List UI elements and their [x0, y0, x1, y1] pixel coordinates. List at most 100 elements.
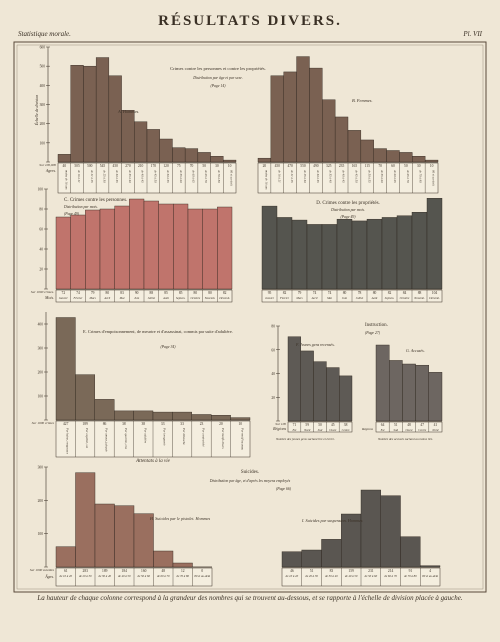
chart-E-y-tick-label: 200 [38, 371, 44, 375]
chart-D-title: D. Crimes contre les propriétés. [316, 201, 380, 206]
chart-G-category-label: Sud [394, 428, 399, 432]
chart-I-category-label: 80 et au-delà [422, 574, 438, 578]
chart-D-data-label: 80 [343, 291, 347, 295]
chart-A-data-label: 170 [151, 164, 157, 168]
chart-C-category-label: Août [162, 296, 169, 300]
chart-G-note: Nombre des accusés sachant au moins lire… [377, 437, 433, 441]
chart-F-bar [326, 367, 340, 422]
chart-B-bar [296, 56, 310, 163]
chart-B-bar [283, 71, 297, 163]
chart-B-bar [347, 130, 362, 163]
chart-B-data-label: 70 [378, 164, 382, 168]
chart-F-category-label: Centre [342, 428, 351, 432]
chart-A-data-label: 50 [202, 164, 206, 168]
chart-B-bar [360, 139, 374, 163]
chart-E-data-label: 86 [103, 422, 107, 426]
chart-I-data-label: 51 [310, 569, 314, 573]
chart-F-title: Instruction. [365, 323, 388, 328]
chart-E-category-label: Par motifs divers [221, 427, 225, 449]
chart-D-data-label: 84 [403, 291, 407, 295]
chart-G-category-label: Est [380, 428, 385, 432]
chart-I-bar [281, 551, 302, 568]
chart-B-bar [424, 159, 439, 163]
chart-A-y-tick-label: 200 [40, 122, 46, 126]
chart-C-data-label: 85 [179, 291, 183, 295]
chart-A-row-label: Agres. [45, 168, 56, 173]
plate-series-label: Statistique morale. [18, 30, 71, 38]
chart-C-data-label: 88 [150, 291, 154, 295]
chart-C-y-tick-label: 80 [39, 208, 43, 212]
chart-H-category-label: de 10 à 20 [59, 574, 72, 578]
chart-E-bar [94, 399, 115, 421]
chart-C-category-label: Février [73, 296, 84, 300]
chart-G-data-label: 47 [420, 423, 424, 427]
chart-A-data-label: 210 [138, 164, 144, 168]
chart-A-data-label: 500 [87, 164, 93, 168]
chart-A-category-label: de 30 à 35 [115, 170, 119, 183]
chart-G-series-label: G. Accusés. [406, 348, 425, 353]
chart-H-bar [114, 505, 135, 568]
chart-A-category-label: de 70 à 80 [217, 170, 221, 183]
chart-C-bar [217, 206, 233, 290]
plate-footer-note: La hauteur de chaque colonne correspond … [37, 594, 463, 602]
chart-F-bar [287, 336, 302, 422]
chart-G-value-row [375, 421, 443, 433]
chart-B-series-label: B. Femmes. [352, 98, 373, 103]
chart-A-source: (Page 14) [210, 84, 226, 88]
chart-C-y-tick-label: 20 [39, 268, 43, 272]
chart-A-category-label: de 16 à 21 [77, 170, 81, 183]
chart-I-category-label: de 20 à 30 [305, 574, 318, 578]
chart-A-data-label: 270 [125, 164, 131, 168]
chart-A-category-label: de 21 à 25 [90, 170, 94, 183]
chart-D-bar [276, 217, 293, 290]
chart-D-bar [396, 215, 413, 290]
chart-A-y-tick-label: 100 [40, 141, 46, 145]
chart-A-bar [223, 159, 237, 163]
chart-H-bar [94, 503, 115, 568]
chart-A-y-tick-label: 500 [40, 65, 46, 69]
chart-F-bar [300, 350, 314, 422]
chart-C-data-label: 83 [120, 291, 124, 295]
chart-C-value-label: Sur 1000 crimes. [31, 290, 54, 294]
chart-C-data-label: 90 [135, 291, 139, 295]
chart-D-data-label: 79 [298, 291, 302, 295]
chart-A-data-label: 450 [113, 164, 119, 168]
chart-G-category-label: Nord [431, 428, 439, 432]
chart-A-bar [95, 57, 110, 163]
chart-C-bar [202, 208, 218, 290]
chart-A-data-label: 75 [177, 164, 181, 168]
chart-F-note: Nombre des jeunes gens sachant lire et é… [275, 437, 335, 441]
chart-I-category-label: de 60 à 70 [384, 574, 397, 578]
chart-C-data-label: 79 [91, 291, 95, 295]
chart-F-source: (Page 27) [365, 331, 381, 335]
chart-C-data-label: 80 [106, 291, 110, 295]
chart-B-data-label: 10 [430, 164, 434, 168]
chart-E-data-label: 38 [142, 422, 146, 426]
chart-A-bar [172, 147, 186, 163]
chart-I-bar [301, 549, 322, 568]
chart-F-series-label: F. Jeunes gens recensés. [295, 342, 335, 347]
chart-D-bar [321, 224, 338, 290]
chart-A-category-label: de 35 à 40 [128, 170, 132, 183]
chart-E-bar [55, 317, 76, 421]
chart-B-category-label: de 30 à 35 [316, 170, 320, 183]
chart-B-category-label: de 70 à 80 [419, 170, 423, 183]
chart-I-category-label: de 40 à 50 [345, 574, 358, 578]
chart-C-category-label: Juillet [148, 296, 156, 300]
chart-I-category-label: de 70 à 80 [404, 574, 417, 578]
chart-D-bar [381, 217, 398, 290]
chart-B-bar [386, 150, 400, 163]
chart-A-y-axis-label: Échelle de division [34, 95, 39, 126]
chart-I-category-label: de 10 à 20 [286, 574, 299, 578]
chart-C-category-label: Janvier [59, 296, 69, 300]
chart-D-data-label: 74 [313, 291, 317, 295]
chart-A-bar [146, 129, 160, 163]
chart-I-data-label: 159 [348, 569, 354, 573]
chart-D-category-label: Avril [311, 296, 318, 300]
chart-I-bar [400, 536, 421, 568]
chart-D-data-label: 104 [432, 291, 438, 295]
chart-D-category-label: Mai [326, 296, 332, 300]
chart-B-data-label: 60 [391, 164, 395, 168]
chart-H-series-label: H. Suicides par le pistolet. Hommes [149, 516, 211, 521]
chart-C-data-label: 72 [62, 291, 66, 295]
